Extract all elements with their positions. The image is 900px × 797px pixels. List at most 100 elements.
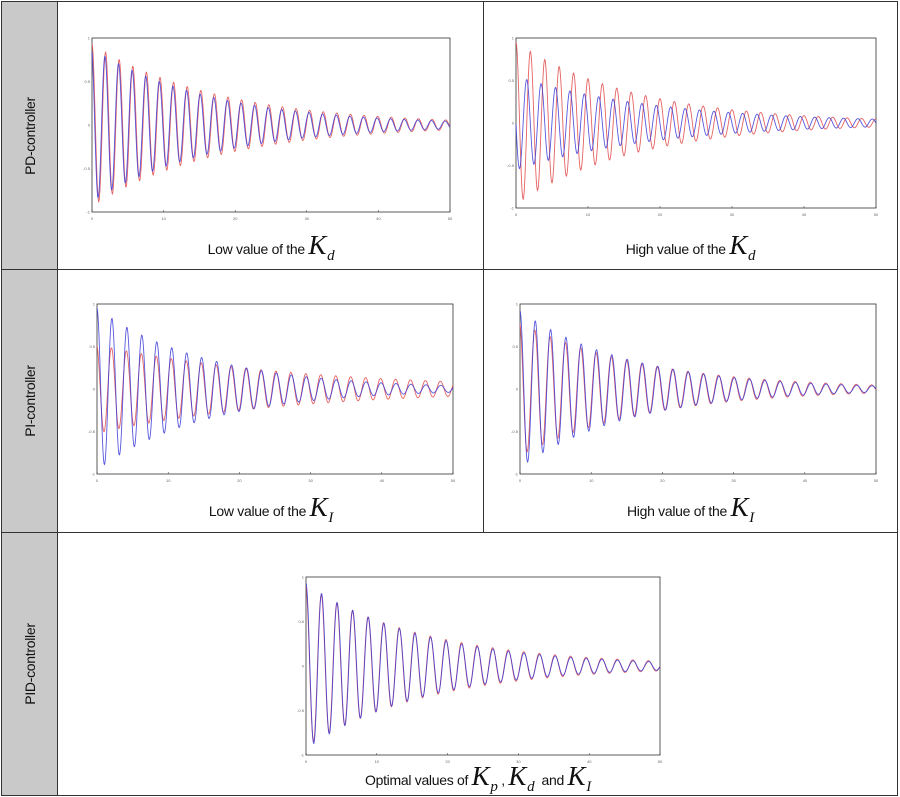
- caption-pi-low: Low value of the KI: [59, 492, 483, 527]
- column-divider: [483, 2, 484, 269]
- x-tick-label: 40: [803, 478, 808, 483]
- y-tick-label: 0.5: [89, 344, 95, 349]
- y-tick-label: 0.5: [298, 619, 304, 624]
- caption-subscript: d: [527, 779, 535, 795]
- caption-subscript: d: [748, 248, 756, 264]
- y-tick-label: -1: [514, 472, 518, 477]
- x-tick-label: 30: [516, 759, 521, 764]
- y-tick-label: 1: [88, 36, 91, 41]
- y-tick-label: 0: [302, 664, 305, 669]
- x-tick-label: 0: [519, 478, 522, 483]
- x-tick-label: 30: [731, 478, 736, 483]
- x-tick-label: 50: [451, 478, 456, 483]
- row-label-pi: PI-controller: [21, 365, 38, 437]
- y-tick-label: 0.5: [512, 344, 518, 349]
- row-header-pi: PI-controller: [2, 270, 58, 532]
- y-tick-label: -1: [86, 210, 90, 215]
- caption-symbol: K: [567, 761, 586, 791]
- row-label-pid: PID-controller: [21, 623, 38, 705]
- x-tick-label: 20: [233, 216, 238, 221]
- caption-symbol: K: [308, 230, 327, 260]
- y-tick-label: -1: [510, 206, 514, 211]
- x-tick-label: 10: [586, 212, 591, 217]
- row-header-pid: PID-controller: [2, 533, 58, 795]
- y-tick-label: -0.5: [297, 708, 305, 713]
- x-tick-label: 50: [658, 759, 663, 764]
- caption-separator: ,: [501, 772, 505, 788]
- x-tick-label: 0: [91, 216, 94, 221]
- x-tick-label: 20: [445, 759, 450, 764]
- chart-pid-optimal: 0 10 20 30 40 50 1 0.5 0 -0.5 -1: [297, 575, 663, 765]
- x-tick-label: 0: [96, 478, 99, 483]
- series-line-1: [96, 345, 454, 433]
- cell-pi-low: 0 10 20 30 40 50 1 0.5 0 -0.5 -1 Low value of the …: [59, 270, 483, 532]
- plot-frame: [91, 37, 451, 213]
- chart-pd-low: 0 10 20 30 40 50 1 0.5 0 -0.5 -1: [83, 36, 453, 222]
- x-tick-label: 40: [802, 212, 807, 217]
- caption-pid-optimal: Optimal values of Kp , Kd and KI: [59, 761, 897, 796]
- caption-subscript: I: [586, 779, 591, 795]
- caption-symbol: K: [508, 761, 527, 791]
- chart-svg: 0 10 20 30 40 50 1 0.5 0 -0.5 -1: [297, 575, 663, 765]
- y-tick-label: -0.5: [83, 166, 91, 171]
- caption-pi-high: High value of the KI: [484, 492, 897, 527]
- x-tick-label: 0: [515, 212, 518, 217]
- chart-pd-high: 0 10 20 30 40 50 1 0.5 0 -0.5 -1: [507, 36, 879, 218]
- y-tick-label: 0: [516, 387, 519, 392]
- series-line-2: [519, 310, 877, 463]
- y-tick-label: 1: [302, 575, 305, 580]
- x-tick-label: 50: [448, 216, 453, 221]
- caption-symbol: K: [729, 230, 748, 260]
- column-divider: [483, 270, 484, 532]
- series-line-2: [305, 583, 661, 745]
- caption-symbol: K: [309, 492, 328, 522]
- series-line-2: [96, 308, 454, 466]
- caption-symbol: K: [471, 761, 490, 791]
- chart-svg: 0 10 20 30 40 50 1 0.5 0 -0.5 -1: [88, 302, 456, 484]
- y-tick-label: 0: [88, 123, 91, 128]
- plot-frame: [96, 303, 454, 475]
- x-tick-label: 20: [658, 212, 663, 217]
- x-tick-label: 30: [305, 216, 310, 221]
- caption-text: High value of the: [627, 503, 727, 519]
- plot-frame: [305, 576, 661, 756]
- chart-pi-low: 0 10 20 30 40 50 1 0.5 0 -0.5 -1: [88, 302, 456, 484]
- x-tick-label: 0: [305, 759, 308, 764]
- y-tick-label: 1: [93, 302, 96, 307]
- caption-subscript: I: [328, 510, 334, 526]
- y-tick-label: 0.5: [84, 79, 90, 84]
- series-line-1: [515, 42, 877, 201]
- x-tick-label: 10: [166, 478, 171, 483]
- x-tick-label: 30: [308, 478, 313, 483]
- y-tick-label: 1: [516, 302, 519, 307]
- x-tick-label: 30: [730, 212, 735, 217]
- y-tick-label: 1: [512, 36, 515, 41]
- x-tick-label: 10: [375, 759, 380, 764]
- chart-svg: 0 10 20 30 40 50 1 0.5 0 -0.5 -1: [507, 36, 879, 218]
- caption-subscript: I: [749, 510, 754, 526]
- cell-pd-low: 0 10 20 30 40 50 1 0.5 0 -0.5 -1 Low value of the …: [59, 2, 483, 269]
- x-tick-label: 20: [237, 478, 242, 483]
- caption-text: Optimal values of: [365, 772, 469, 788]
- x-tick-label: 50: [874, 212, 879, 217]
- x-tick-label: 50: [874, 478, 879, 483]
- row-divider: [2, 269, 897, 270]
- x-tick-label: 10: [589, 478, 594, 483]
- y-tick-label: -1: [300, 753, 304, 758]
- row-divider: [2, 532, 897, 533]
- caption-conjunction: and: [541, 772, 564, 788]
- y-tick-label: 0: [93, 387, 96, 392]
- cell-pid-optimal: 0 10 20 30 40 50 1 0.5 0 -0.5 -1 Optimal values of…: [59, 533, 897, 796]
- x-tick-label: 10: [161, 216, 166, 221]
- caption-symbol: K: [730, 492, 749, 522]
- series-line-2: [515, 78, 877, 170]
- caption-text: High value of the: [625, 241, 726, 257]
- y-tick-label: -0.5: [507, 163, 515, 168]
- chart-svg: 0 10 20 30 40 50 1 0.5 0 -0.5 -1: [83, 36, 453, 222]
- x-tick-label: 20: [660, 478, 665, 483]
- y-tick-label: -0.5: [511, 429, 519, 434]
- series-line-2: [91, 51, 451, 199]
- series-line-1: [305, 586, 661, 743]
- cell-pd-high: 0 10 20 30 40 50 1 0.5 0 -0.5 -1 High value of the…: [484, 2, 897, 269]
